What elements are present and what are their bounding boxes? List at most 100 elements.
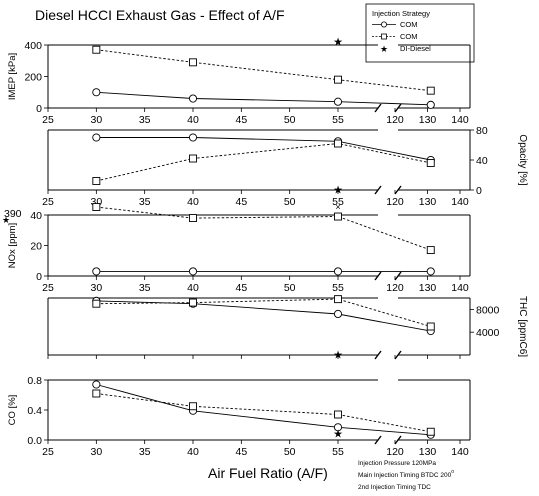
- y-tick-label-extra: 390: [4, 208, 22, 220]
- square-marker-square-dashed-3-3: [426, 322, 435, 331]
- note-main-timing: Main Injection Timing BTDC 200o: [358, 469, 454, 479]
- series-circle-solid-3: [92, 296, 435, 336]
- panel-4: 25 30 35 40 45 50 55 120 130 140 0.0 0.4 0.8 CO [%] ★: [7, 375, 471, 458]
- series-square-dashed-3: [92, 295, 435, 331]
- square-marker-square-dashed-0-1: [189, 58, 197, 67]
- circle-marker-circle-solid-0-2: [333, 97, 343, 106]
- x-tick-label-7: 120: [386, 114, 404, 126]
- x-tick-label-8: 130: [419, 282, 437, 294]
- series-star-0: ★: [333, 36, 343, 48]
- circle-marker-circle-solid-1-1: [188, 133, 198, 142]
- series-circle-solid-0: [92, 88, 435, 109]
- series-line-square-dashed-2: [96, 206, 431, 251]
- panel-1: 25 30 35 40 45 50 55 120 130 140 0 40 80 Opacity [%] ★: [42, 125, 528, 208]
- legend-title: Injection Strategy: [372, 9, 430, 18]
- legend-box: [365, 3, 475, 63]
- series-square-dashed-4: [92, 389, 435, 436]
- legend-entry-1: COM: [372, 32, 418, 41]
- square-marker-square-dashed-3-2: [334, 295, 342, 304]
- series-line-square-dashed-4: [96, 393, 431, 433]
- break-mark-left: [374, 103, 382, 113]
- legend-marker-0: [380, 21, 387, 28]
- notes: Injection Pressure 120MPa Main Injection…: [358, 460, 454, 491]
- series-circle-solid-4: [92, 380, 435, 439]
- x-tick-label-9: 140: [451, 446, 469, 458]
- square-marker-square-dashed-4-1: [189, 402, 197, 411]
- y-tick-label-0: 0.0: [27, 435, 42, 447]
- x-tick-label-7: 120: [386, 282, 404, 294]
- x-tick-label-6: 55: [332, 114, 344, 126]
- y-tick-label-1: 40: [476, 155, 488, 167]
- series-line-square-dashed-3: [96, 298, 431, 327]
- series-line-circle-solid-1: [96, 137, 431, 161]
- square-marker-square-dashed-1-2: [334, 139, 342, 148]
- y-axis-label: THC [ppmC6]: [517, 296, 528, 357]
- x-tick-label-4: 45: [235, 114, 247, 126]
- x-tick-label-1: 30: [90, 196, 102, 208]
- square-marker-square-dashed-1-0: [92, 177, 101, 185]
- y-axis-label: IMEP [kPa]: [7, 53, 18, 100]
- square-marker-square-dashed-0-0: [92, 45, 101, 54]
- series-cross-2: ×: [335, 202, 340, 212]
- square-marker-square-dashed-2-2: [334, 212, 342, 221]
- x-tick-label-8: 130: [419, 446, 437, 458]
- panel-3: 4000 8000 THC [ppmC6] ★: [47, 295, 528, 362]
- y-axis-label: CO [%]: [7, 395, 18, 426]
- series-star-1: ★: [333, 185, 343, 197]
- y-tick-label-2: 40: [30, 210, 42, 222]
- circle-marker-circle-solid-0-1: [188, 94, 198, 103]
- y-tick-label-2: 0.8: [27, 375, 42, 387]
- circle-marker-circle-solid-2-1: [188, 267, 198, 276]
- series-square-dashed-1: [92, 139, 435, 185]
- x-tick-label-7: 120: [386, 446, 404, 458]
- legend-label-0: COM: [400, 20, 418, 29]
- y-tick-label-2: 400: [24, 40, 42, 52]
- y-axis-label: NOx [ppm]: [7, 223, 18, 268]
- x-tick-label-6: 55: [332, 446, 344, 458]
- x-tick-label-8: 130: [419, 196, 437, 208]
- legend-label-2: DI-Diesel: [400, 44, 431, 53]
- y-tick-label-1: 200: [24, 72, 42, 84]
- x-tick-label-0: 25: [42, 114, 54, 126]
- square-marker-square-dashed-3-0: [92, 299, 101, 308]
- panel-2: 25 30 35 40 45 50 55 120 130 140 0 20 40 390★NOx [ppm…: [2, 202, 471, 294]
- square-marker-square-dashed-1-1: [189, 154, 197, 163]
- x-tick-label-6: 55: [332, 282, 344, 294]
- circle-marker-circle-solid-3-2: [333, 309, 343, 319]
- panel-0: 25 30 35 40 45 50 55 120 130 140 0 200 400 IMEP [kPa]…: [7, 36, 471, 126]
- circle-marker-circle-solid-2-3: [426, 267, 435, 276]
- series-circle-solid-2: [92, 267, 435, 276]
- x-tick-label-4: 45: [235, 446, 247, 458]
- series-line-square-dashed-0: [96, 49, 431, 92]
- x-tick-label-4: 45: [235, 282, 247, 294]
- star-marker-star-3-0: ★: [333, 350, 343, 362]
- x-tick-label-5: 50: [284, 446, 296, 458]
- circle-marker-circle-solid-0-3: [426, 100, 435, 109]
- chart-title: Diesel HCCI Exhaust Gas - Effect of A/F: [35, 7, 285, 23]
- y-tick-label-1: 20: [30, 241, 42, 253]
- x-tick-label-1: 30: [90, 446, 102, 458]
- legend-marker-1: [381, 33, 387, 40]
- break-mark-right: [394, 350, 402, 360]
- series-square-dashed-0: [92, 45, 435, 95]
- square-marker-square-dashed-2-3: [426, 246, 435, 255]
- break-mark-right: [394, 435, 402, 445]
- circle-marker-circle-solid-4-2: [333, 423, 343, 432]
- note-pressure: Injection Pressure 120MPa: [358, 460, 436, 467]
- legend-marker-2: ★: [380, 44, 388, 54]
- x-tick-label-5: 50: [284, 282, 296, 294]
- x-axis-label: Air Fuel Ratio (A/F): [208, 465, 328, 481]
- x-tick-label-6: 55: [332, 196, 344, 208]
- x-tick-label-7: 120: [386, 196, 404, 208]
- series-line-circle-solid-4: [96, 384, 431, 436]
- series-circle-solid-1: [92, 133, 435, 165]
- star-marker-star-4-0: ★: [333, 429, 343, 441]
- break-mark-left: [374, 185, 382, 195]
- x-tick-label-9: 140: [451, 282, 469, 294]
- y-tick-label-1: 8000: [476, 304, 500, 316]
- circle-marker-circle-solid-2-2: [333, 267, 343, 276]
- star-marker-star-1-0: ★: [333, 185, 343, 197]
- series-star-4: ★: [333, 429, 343, 441]
- x-tick-label-0: 25: [42, 446, 54, 458]
